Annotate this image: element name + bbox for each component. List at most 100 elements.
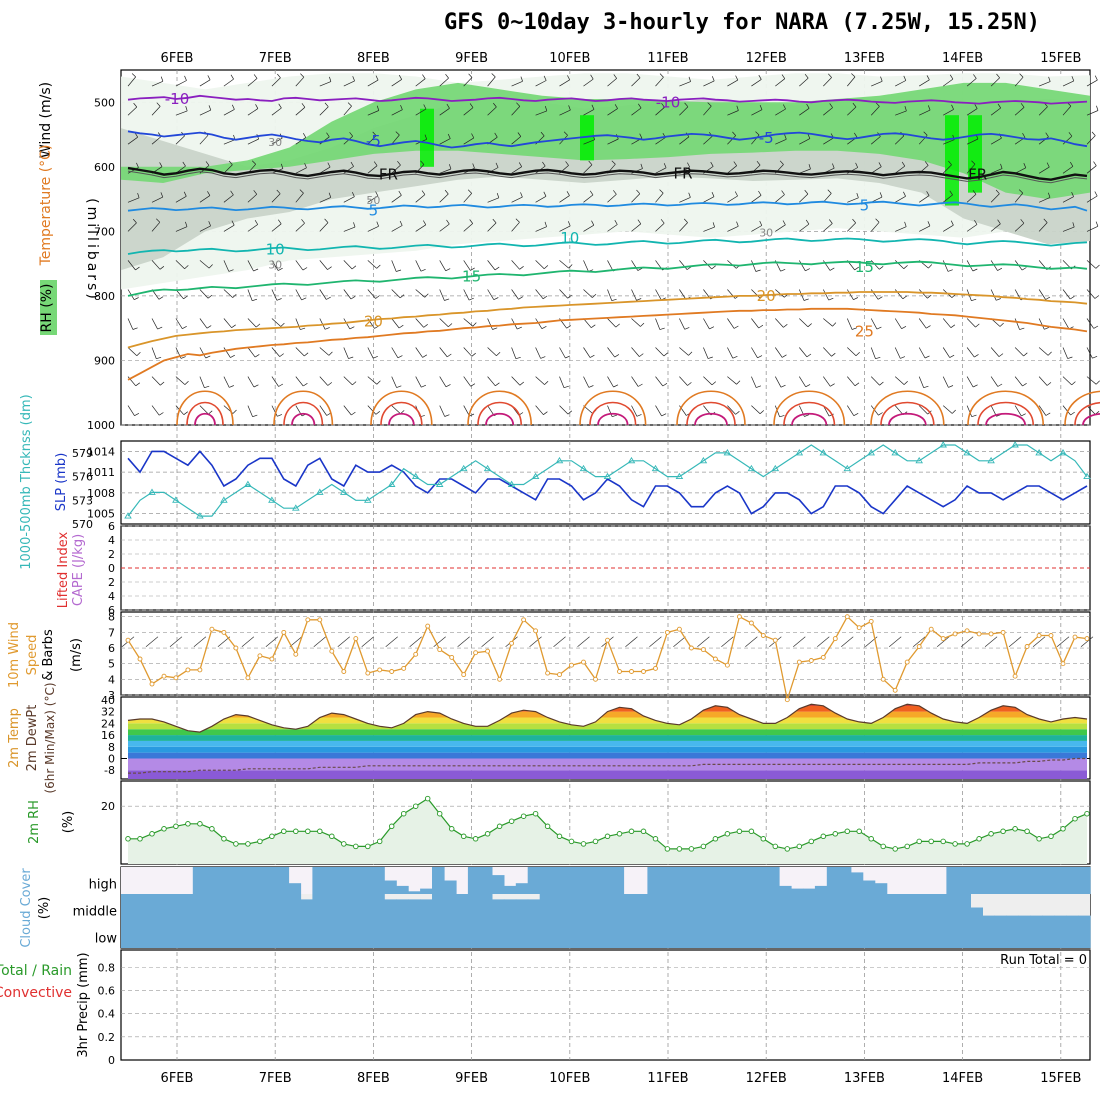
wind-barb — [247, 260, 254, 272]
wind-barb — [751, 289, 761, 299]
wind-barb-flag — [543, 191, 547, 197]
wind-barb-flag — [375, 295, 380, 299]
wind-barb-flag — [566, 191, 570, 196]
wind-barb — [391, 376, 397, 388]
wind-barb — [942, 376, 949, 388]
wind-barb — [727, 225, 739, 232]
wind-barb — [799, 77, 809, 87]
wind-speed-marker — [868, 618, 874, 624]
wind-barb — [1014, 405, 1022, 417]
wind-barb — [319, 289, 327, 300]
wind-barb-flag — [854, 266, 859, 271]
cloud-cell — [288, 883, 302, 894]
wind-barb-flag — [351, 265, 357, 270]
wind-barb-flag — [878, 412, 883, 416]
warm-loop-contour — [870, 390, 945, 426]
wind-barb-flag — [253, 268, 259, 272]
wind10m-barb — [697, 636, 710, 648]
wind-barb-flag — [468, 73, 473, 78]
wind-speed-marker — [317, 617, 323, 623]
wind-barb — [223, 318, 232, 328]
wind-barb-flag — [326, 132, 330, 137]
date-label-top: 15FEB — [1040, 51, 1081, 66]
cloud-cell — [647, 894, 660, 921]
dewpoint-line — [128, 757, 1087, 774]
wind-barb — [966, 347, 975, 358]
wind-barb — [271, 193, 281, 203]
warm-loop-contour — [783, 401, 836, 426]
wind-speed-marker — [808, 658, 814, 663]
wind-barb-flag — [1023, 163, 1027, 168]
temp-band — [128, 758, 1087, 771]
cloud-cell — [874, 894, 888, 921]
panel-frame-precip — [120, 949, 1091, 1061]
wind-barb — [895, 195, 906, 203]
wind-barb — [679, 376, 688, 386]
wind-barb-flag — [300, 73, 305, 78]
cloud-cell — [144, 894, 158, 921]
wind-barb-flag — [469, 219, 473, 224]
cloud-cell — [551, 894, 565, 921]
cloud-cell — [587, 867, 601, 894]
wind-barb-flag — [640, 163, 643, 169]
wind10m-barb — [912, 636, 926, 648]
rh2m-marker — [520, 813, 527, 819]
wind-barb-flag — [567, 294, 572, 299]
wind-barb — [151, 106, 161, 116]
wind-barb — [1086, 289, 1096, 299]
cloud-cell — [647, 867, 660, 894]
wind-barb-flag — [1094, 191, 1098, 197]
rh2m-marker — [880, 843, 886, 850]
wind10m-barb — [793, 636, 806, 648]
wind-speed-marker — [281, 629, 287, 635]
wind-barb-flag — [1068, 132, 1073, 137]
wind-barb-flag — [445, 73, 449, 79]
wind-barb — [463, 77, 473, 87]
wind-barb — [247, 78, 258, 87]
wind-barb — [1062, 226, 1075, 232]
cloud-cell — [180, 921, 194, 948]
warm-loop-contour — [388, 412, 415, 426]
wind-barb — [415, 318, 424, 328]
wind-barb-flag — [375, 411, 381, 415]
wind-barb — [127, 106, 138, 116]
temp-tick-label: 0 — [108, 753, 115, 766]
wind-barb-flag — [423, 104, 427, 110]
thickness-marker — [723, 449, 732, 456]
cloud-cell — [826, 921, 840, 948]
date-label-top: 9FEB — [455, 51, 488, 66]
wind-barb-flag — [804, 189, 809, 195]
wind-barb-flag — [184, 265, 189, 269]
cloud-cell — [623, 894, 636, 921]
wind-barb — [439, 168, 452, 174]
wind-barb-flag — [852, 102, 857, 108]
wind-barb-flag — [659, 73, 664, 78]
cloud-cell — [396, 899, 409, 921]
wind-barb — [535, 260, 545, 269]
wind-speed-marker — [617, 669, 622, 674]
wind-barb — [223, 78, 234, 87]
rh2m-marker — [832, 831, 839, 837]
wind-speed-marker — [928, 626, 934, 632]
wind10m-barb — [481, 636, 494, 648]
cloud-cell — [216, 921, 230, 948]
wind-barb-flag — [422, 354, 428, 358]
cloud-cell — [551, 921, 565, 948]
cloud-cell — [396, 885, 409, 894]
wind-barb-flag — [758, 190, 762, 196]
wind-barb — [415, 376, 422, 388]
cloud-cell — [240, 867, 254, 894]
wind-barb-flag — [949, 190, 953, 196]
cloud-cell — [599, 867, 613, 894]
wind-barb — [583, 318, 592, 328]
wind-speed-marker — [533, 628, 539, 634]
wind-barb-flag — [663, 163, 667, 168]
wind-barb-flag — [876, 326, 882, 330]
wind-barb-flag — [395, 131, 400, 136]
wind-barb — [823, 223, 833, 232]
wind-barb-flag — [159, 266, 165, 270]
wind-barb-flag — [276, 298, 282, 301]
wind-barb-flag — [277, 414, 283, 417]
wind-barb — [918, 289, 928, 299]
wind-barb-flag — [662, 383, 668, 387]
